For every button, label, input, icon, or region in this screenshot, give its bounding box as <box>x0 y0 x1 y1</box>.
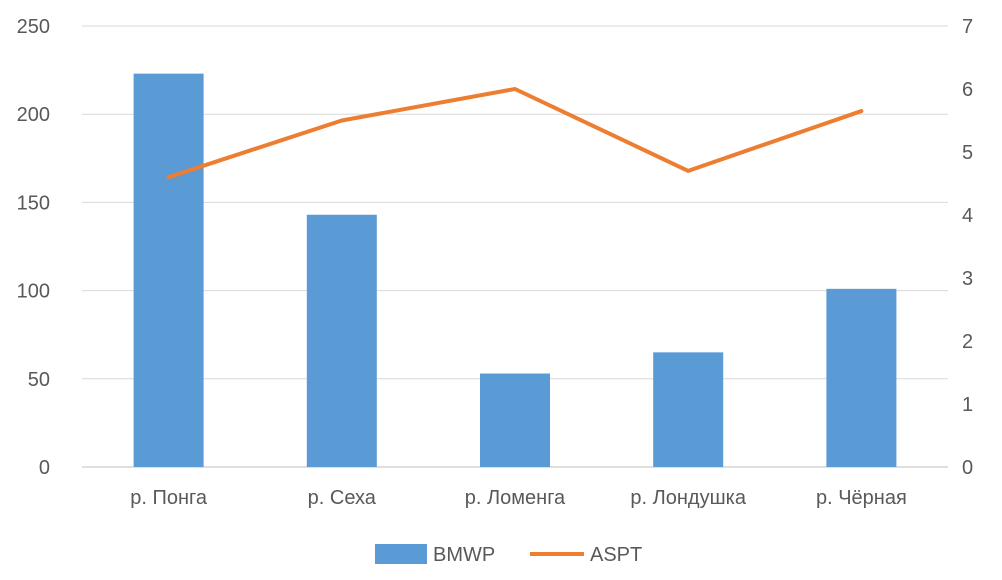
legend-aspt-label: ASPT <box>590 544 642 566</box>
category-axis-ticks: р. Понга р. Сеха р. Ломенга р. Лондушка р. Ч… <box>130 487 907 509</box>
left-axis-ticks: 0 50 100 150 200 250 <box>17 16 50 479</box>
bmwp-bars <box>133 73 897 468</box>
bmwp-bar <box>826 288 897 467</box>
right-tick-label: 5 <box>962 142 973 164</box>
right-tick-label: 3 <box>962 268 973 290</box>
right-tick-label: 2 <box>962 331 973 353</box>
category-label: р. Сеха <box>308 487 377 509</box>
gridlines <box>82 25 948 468</box>
category-label: р. Лондушка <box>630 487 746 509</box>
left-tick-label: 0 <box>39 457 50 479</box>
right-tick-label: 7 <box>962 16 973 38</box>
bmwp-bar <box>306 214 377 467</box>
left-tick-label: 200 <box>17 104 50 126</box>
right-tick-label: 6 <box>962 79 973 101</box>
right-tick-label: 0 <box>962 457 973 479</box>
bmwp-bar <box>480 373 550 467</box>
left-tick-label: 150 <box>17 192 50 214</box>
legend-bmwp-swatch <box>375 544 427 564</box>
legend-bmwp-label: BMWP <box>433 544 495 566</box>
category-label: р. Чёрная <box>816 487 907 509</box>
aspt-line-group <box>166 87 864 180</box>
bmwp-bar <box>133 73 204 468</box>
left-tick-label: 100 <box>17 281 50 303</box>
category-label: р. Понга <box>130 487 208 509</box>
legend: BMWP ASPT <box>375 544 642 566</box>
right-tick-label: 1 <box>962 394 973 416</box>
category-label: р. Ломенга <box>465 487 566 509</box>
left-tick-label: 250 <box>17 16 50 38</box>
aspt-line <box>166 87 864 180</box>
right-tick-label: 4 <box>962 205 973 227</box>
bmwp-bar <box>653 352 724 467</box>
left-tick-label: 50 <box>28 369 50 391</box>
right-axis-ticks: 0 1 2 3 4 5 6 7 <box>962 16 973 479</box>
